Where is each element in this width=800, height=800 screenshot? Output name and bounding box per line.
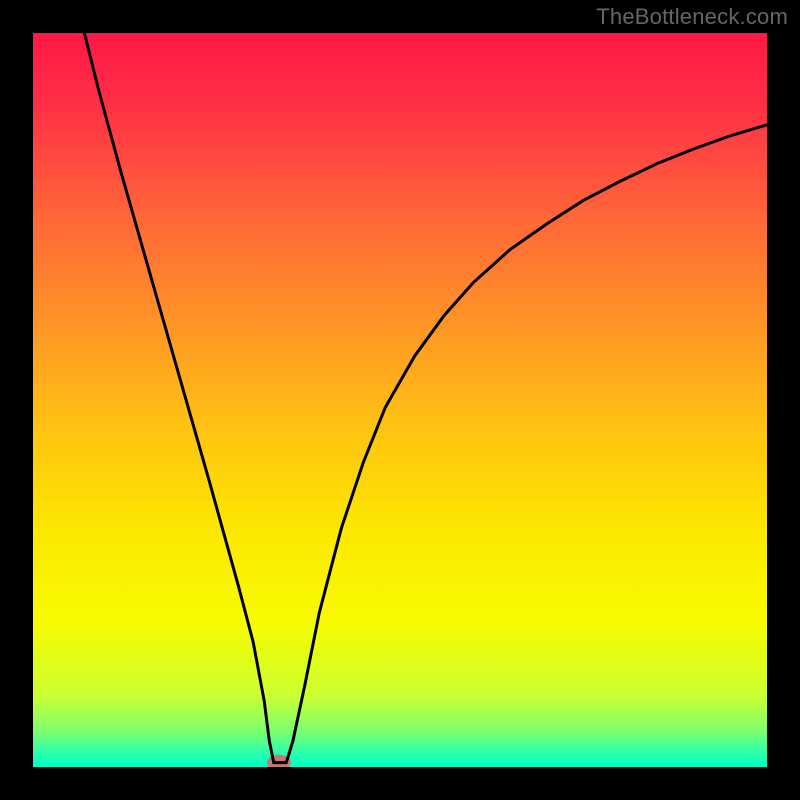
plot-area (33, 33, 767, 767)
bottleneck-chart: TheBottleneck.com (0, 0, 800, 800)
curve-path (84, 33, 767, 763)
bottleneck-curve (33, 33, 767, 767)
watermark-text: TheBottleneck.com (596, 4, 788, 30)
